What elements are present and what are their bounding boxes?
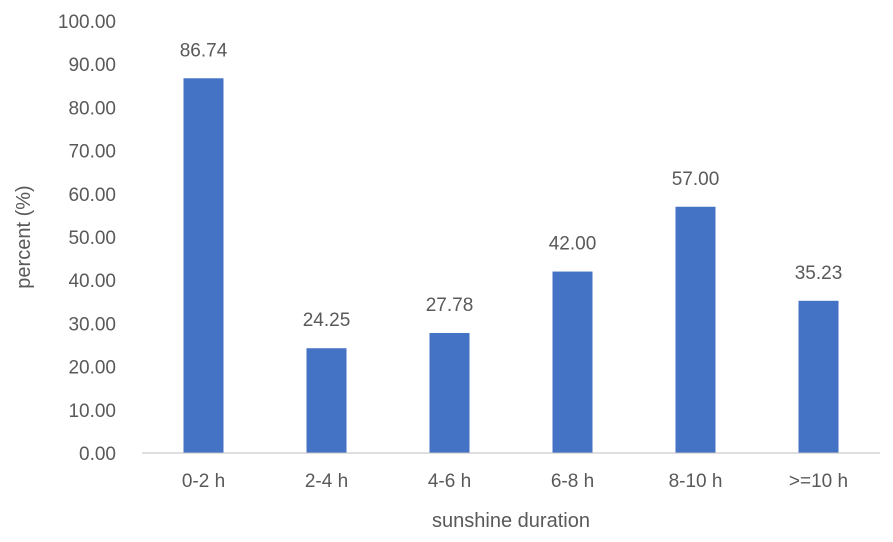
y-axis-ticks: 0.00 10.00 20.00 30.00 40.00 50.00 60.00 70.00 8… <box>58 12 116 465</box>
x-axis-ticks: 0-2 h 2-4 h 4-6 h 6-8 h 8-10 h >=10 h <box>182 471 848 492</box>
bar <box>429 332 470 453</box>
bar <box>798 300 839 453</box>
data-label: 86.74 <box>180 40 228 61</box>
data-label: 27.78 <box>426 295 474 316</box>
y-tick-label: 50.00 <box>68 228 116 249</box>
bar <box>552 271 593 453</box>
y-tick-label: 100.00 <box>58 12 116 33</box>
y-tick-label: 0.00 <box>79 444 116 465</box>
bar <box>183 78 224 453</box>
x-tick-label: 4-6 h <box>428 471 471 492</box>
x-tick-label: 2-4 h <box>305 471 348 492</box>
y-tick-label: 60.00 <box>68 185 116 206</box>
x-tick-label: 6-8 h <box>551 471 594 492</box>
y-axis-title: percent (%) <box>13 185 35 288</box>
x-tick-label: >=10 h <box>789 471 848 492</box>
y-tick-label: 40.00 <box>68 271 116 292</box>
y-tick-label: 10.00 <box>68 401 116 422</box>
data-label: 24.25 <box>303 310 351 331</box>
y-tick-label: 70.00 <box>68 142 116 163</box>
bar <box>306 348 347 453</box>
x-axis-title: sunshine duration <box>432 510 590 532</box>
y-tick-label: 20.00 <box>68 358 116 379</box>
data-label: 42.00 <box>549 234 597 255</box>
data-labels-group: 86.74 24.25 27.78 42.00 57.00 35.23 <box>180 40 843 331</box>
x-tick-label: 8-10 h <box>669 471 723 492</box>
y-tick-label: 90.00 <box>68 55 116 76</box>
y-tick-label: 80.00 <box>68 98 116 119</box>
data-label: 57.00 <box>672 169 720 190</box>
x-tick-label: 0-2 h <box>182 471 225 492</box>
data-label: 35.23 <box>795 263 843 284</box>
y-tick-label: 30.00 <box>68 314 116 335</box>
bars-group <box>183 78 839 453</box>
bar <box>675 206 716 453</box>
